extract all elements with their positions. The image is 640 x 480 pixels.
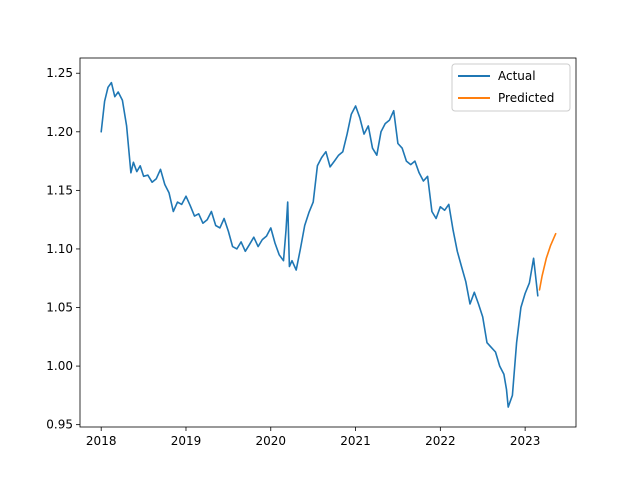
x-tick-label: 2023 [510,434,541,448]
plot-frame [79,57,577,428]
y-tick-label: 1.10 [46,242,73,256]
legend-label-predicted: Predicted [498,91,554,105]
legend: Actual Predicted [451,63,571,112]
y-tick-label: 0.95 [46,418,73,432]
series-layer [100,81,557,408]
y-tick-label: 1.00 [46,359,73,373]
y-tick-label: 1.05 [46,301,73,315]
x-tick-label: 2022 [425,434,456,448]
x-tick-label: 2020 [255,434,286,448]
y-tick-label: 1.25 [46,66,73,80]
x-axis: 2018 2019 2020 2021 2022 2023 [86,427,540,448]
series-line-predicted [538,232,557,291]
y-tick-label: 1.20 [46,125,73,139]
x-tick-label: 2021 [340,434,371,448]
x-tick-label: 2018 [86,434,117,448]
x-tick-label: 2019 [171,434,202,448]
y-axis: 0.95 1.00 1.05 1.10 1.15 1.20 1.25 [46,66,80,432]
series-line-actual [100,81,539,408]
legend-label-actual: Actual [498,69,536,83]
y-tick-label: 1.15 [46,183,73,197]
